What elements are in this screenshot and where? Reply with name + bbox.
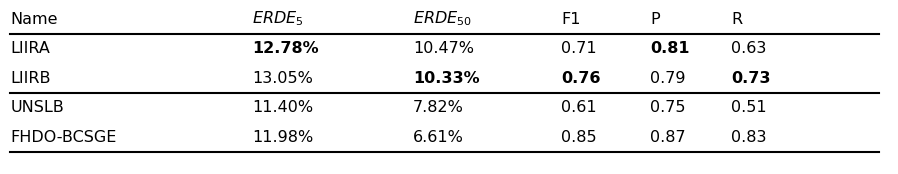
Text: 11.98%: 11.98% — [252, 130, 313, 145]
Text: 0.79: 0.79 — [650, 71, 686, 86]
Text: Name: Name — [11, 12, 57, 27]
Text: 0.76: 0.76 — [561, 71, 601, 86]
Text: 11.40%: 11.40% — [252, 100, 313, 115]
Text: $ERDE_5$: $ERDE_5$ — [252, 10, 304, 29]
Text: 12.78%: 12.78% — [252, 41, 319, 56]
Text: 0.61: 0.61 — [561, 100, 596, 115]
Text: 0.87: 0.87 — [650, 130, 686, 145]
Text: F1: F1 — [561, 12, 580, 27]
Text: 13.05%: 13.05% — [252, 71, 313, 86]
Text: $ERDE_{50}$: $ERDE_{50}$ — [413, 10, 472, 29]
Text: 6.61%: 6.61% — [413, 130, 464, 145]
Text: 0.81: 0.81 — [650, 41, 690, 56]
Text: P: P — [650, 12, 660, 27]
Text: LIIRA: LIIRA — [11, 41, 50, 56]
Text: 0.75: 0.75 — [650, 100, 686, 115]
Text: 0.85: 0.85 — [561, 130, 596, 145]
Text: UNSLB: UNSLB — [11, 100, 64, 115]
Text: 0.83: 0.83 — [731, 130, 767, 145]
Text: 10.47%: 10.47% — [413, 41, 474, 56]
Text: 0.71: 0.71 — [561, 41, 596, 56]
Text: R: R — [731, 12, 742, 27]
Text: 0.63: 0.63 — [731, 41, 766, 56]
Text: 0.51: 0.51 — [731, 100, 767, 115]
Text: 0.73: 0.73 — [731, 71, 770, 86]
Text: LIIRB: LIIRB — [11, 71, 51, 86]
Text: 7.82%: 7.82% — [413, 100, 464, 115]
Text: FHDO-BCSGE: FHDO-BCSGE — [11, 130, 117, 145]
Text: 10.33%: 10.33% — [413, 71, 480, 86]
